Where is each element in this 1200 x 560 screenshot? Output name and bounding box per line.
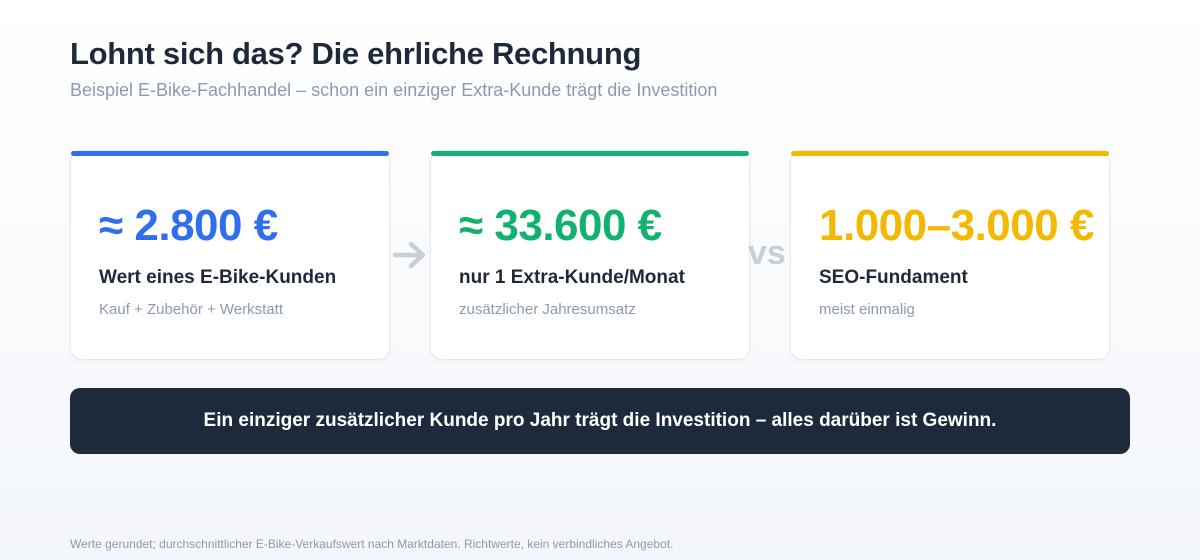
vs-label: vs: [748, 234, 786, 272]
card-note: zusätzlicher Jahresumsatz: [459, 301, 636, 318]
card-note: meist einmalig: [819, 301, 915, 318]
summary-banner: Ein einziger zusätzlicher Kunde pro Jahr…: [70, 388, 1130, 454]
page-title: Lohnt sich das? Die ehrliche Rechnung: [70, 36, 642, 71]
footnote: Werte gerundet; durchschnittlicher E-Bik…: [70, 537, 674, 551]
card-value: ≈ 2.800 €: [99, 201, 278, 250]
card-value: 1.000–3.000 €: [819, 201, 1094, 250]
seo-cost-card: 1.000–3.000 € SEO-Fundament meist einmal…: [790, 150, 1110, 360]
card-accent-bar: [791, 151, 1109, 156]
arrow-right-icon: [392, 241, 426, 269]
card-label: SEO-Fundament: [819, 267, 968, 288]
summary-banner-text: Ein einziger zusätzlicher Kunde pro Jahr…: [203, 410, 997, 431]
customer-value-card: ≈ 2.800 € Wert eines E-Bike-Kunden Kauf …: [70, 150, 390, 360]
annual-revenue-card: ≈ 33.600 € nur 1 Extra-Kunde/Monat zusät…: [430, 150, 750, 360]
page-subtitle: Beispiel E-Bike-Fachhandel – schon ein e…: [70, 80, 718, 100]
card-accent-bar: [71, 151, 389, 156]
card-accent-bar: [431, 151, 749, 156]
card-value: ≈ 33.600 €: [459, 201, 662, 250]
card-note: Kauf + Zubehör + Werkstatt: [99, 301, 283, 318]
card-label: Wert eines E-Bike-Kunden: [99, 267, 337, 288]
card-label: nur 1 Extra-Kunde/Monat: [459, 267, 685, 288]
